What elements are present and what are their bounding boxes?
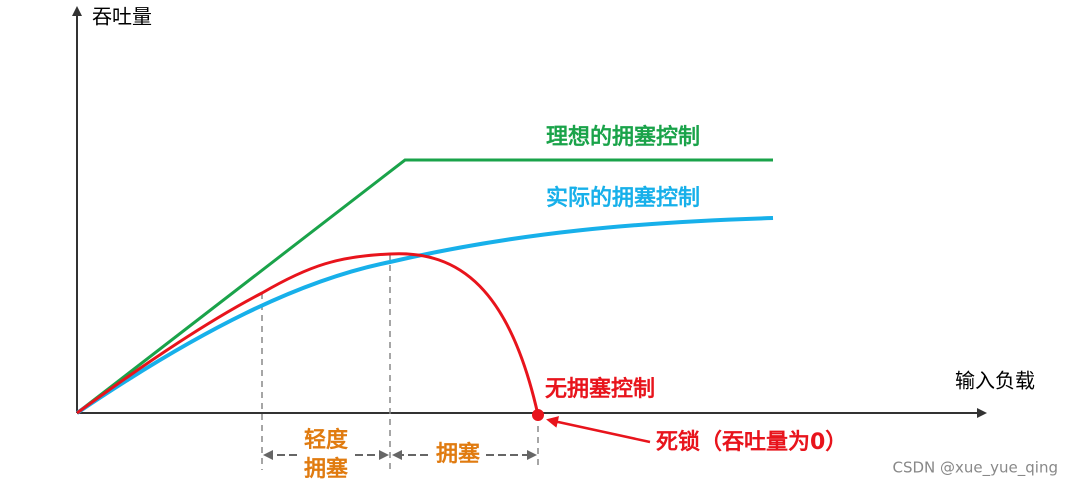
guide-lines xyxy=(261,254,539,470)
actual-curve xyxy=(75,216,774,415)
curve-label: 理想的拥塞控制 xyxy=(546,124,700,150)
region-label: 拥塞 xyxy=(436,441,481,467)
region-label: 轻度 xyxy=(304,427,349,453)
ideal-curve xyxy=(76,158,773,415)
curve-label: 无拥塞控制 xyxy=(545,376,655,402)
curve-label: 实际的拥塞控制 xyxy=(546,185,700,211)
deadlock-point xyxy=(532,409,544,421)
region-label: 拥塞 xyxy=(304,456,349,482)
y-axis-label: 吞吐量 xyxy=(92,5,152,29)
annotation-arrow xyxy=(546,416,651,444)
x-axis-label: 输入负载 xyxy=(955,369,1035,393)
watermark: CSDN @xue_yue_qing xyxy=(893,459,1058,478)
no-control-curve xyxy=(76,252,540,416)
annotation: 死锁（吞吐量为0） xyxy=(656,429,847,455)
